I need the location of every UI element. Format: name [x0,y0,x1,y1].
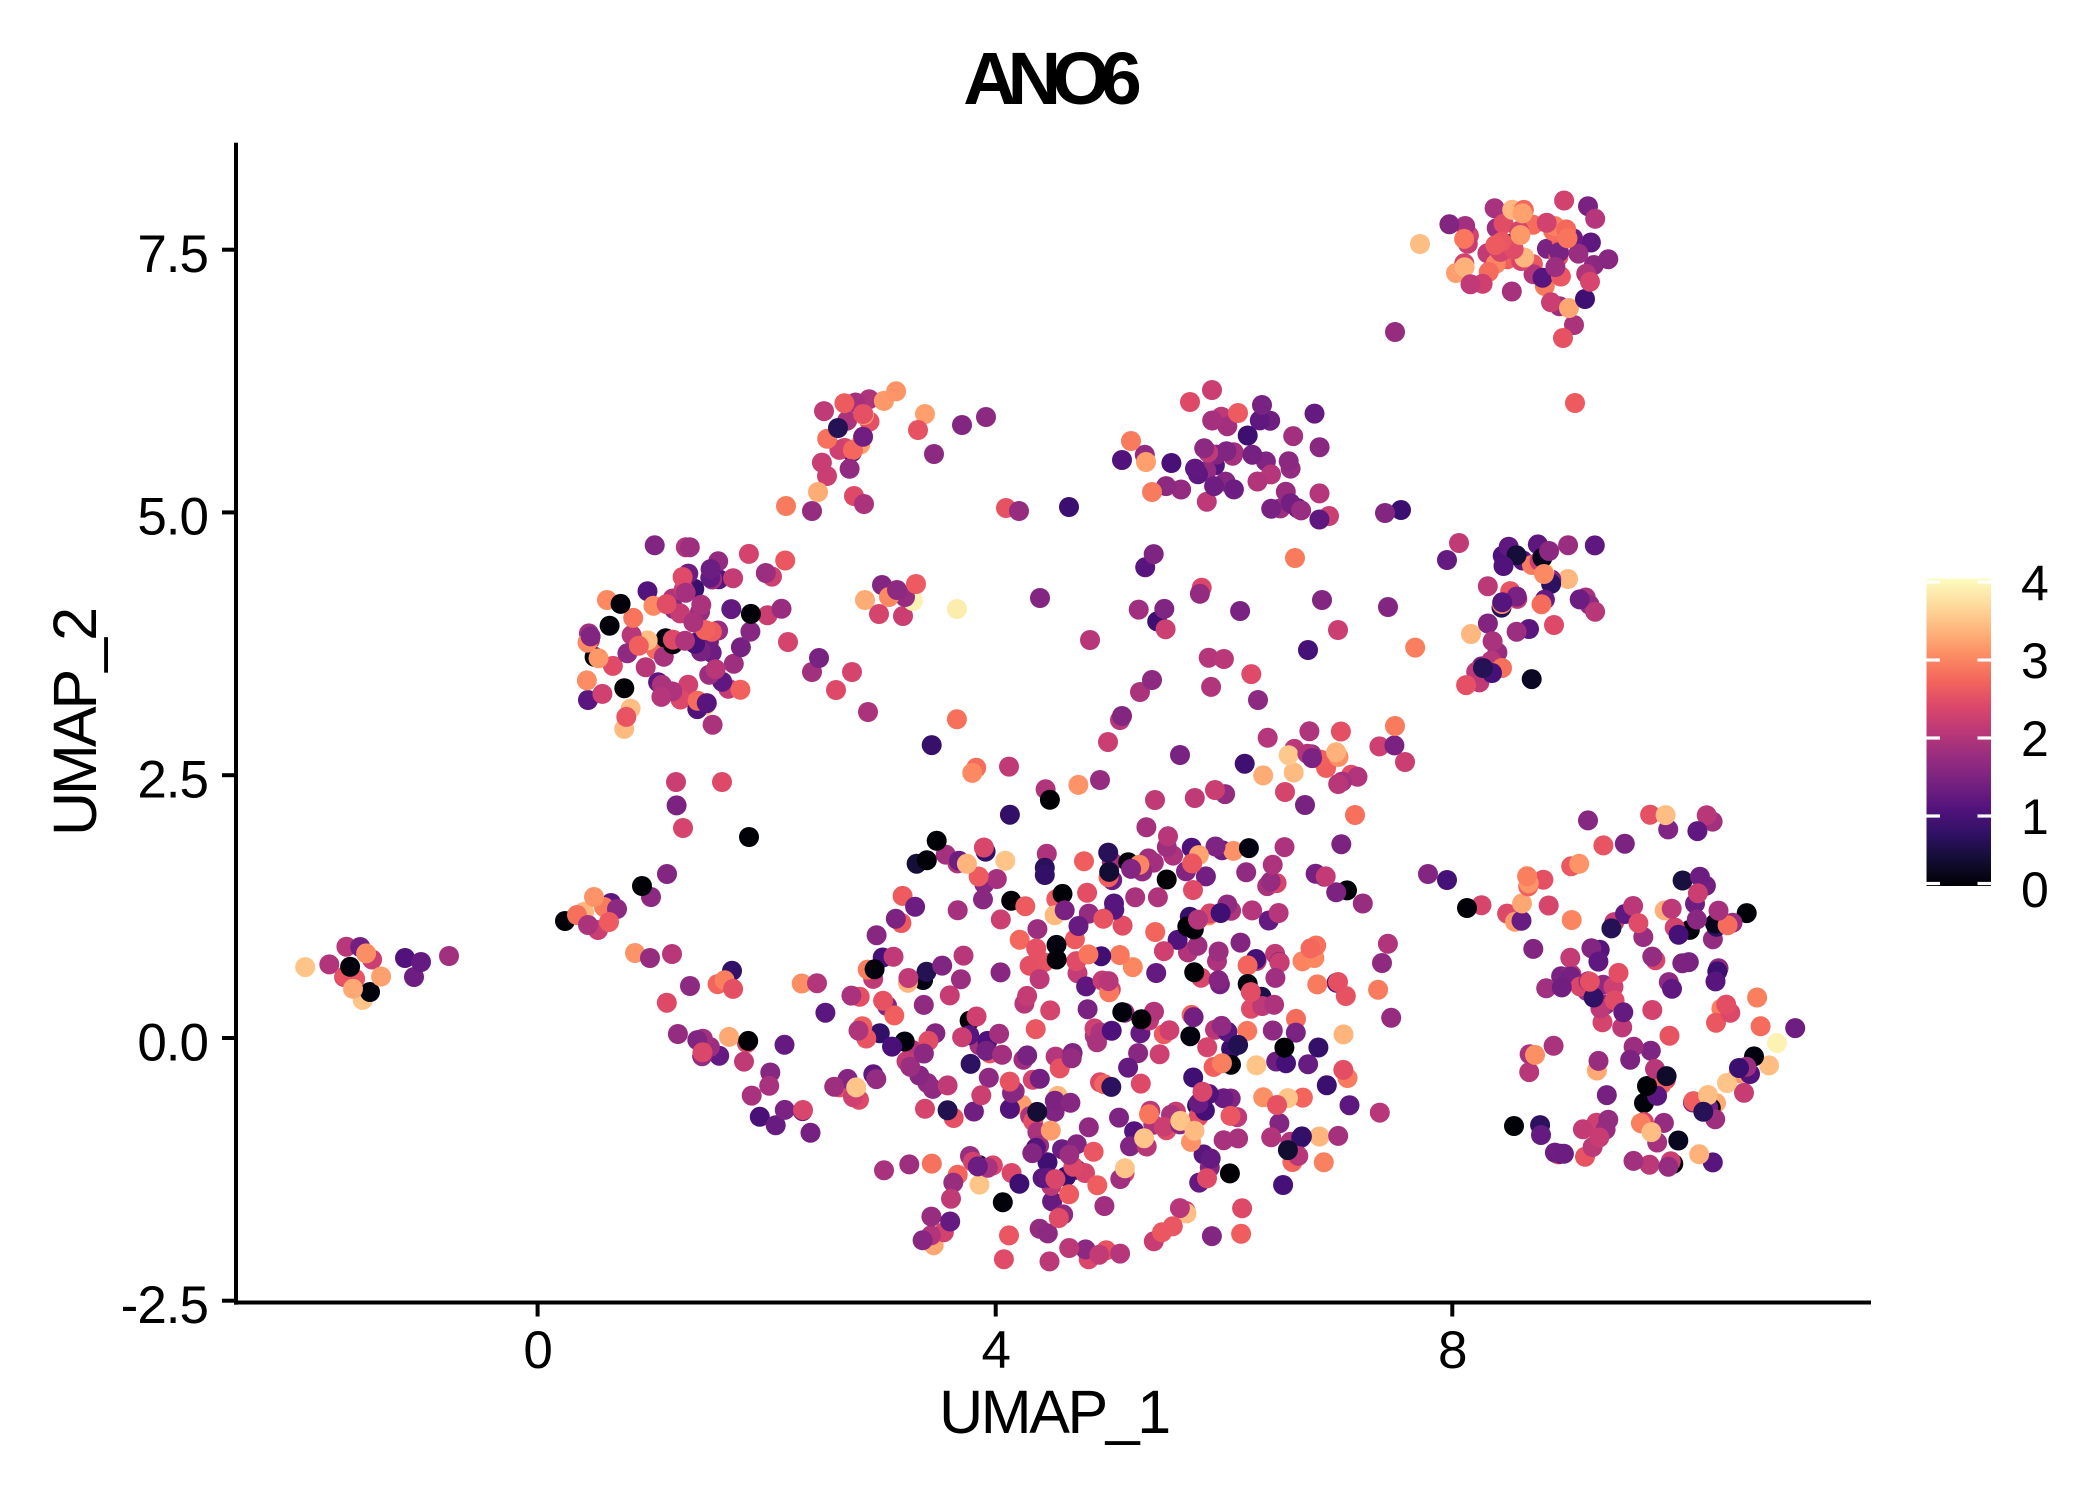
svg-text:3: 3 [2021,633,2049,689]
svg-text:4: 4 [981,1321,1009,1380]
svg-text:7.5: 7.5 [137,225,208,284]
svg-text:2.5: 2.5 [137,751,208,810]
svg-text:-2.5: -2.5 [121,1276,208,1335]
svg-text:5.0: 5.0 [137,488,208,547]
svg-text:1: 1 [2021,789,2049,845]
svg-text:0: 0 [2021,862,2049,918]
svg-text:UMAP_2: UMAP_2 [41,610,109,836]
svg-text:8: 8 [1438,1321,1466,1380]
svg-text:0: 0 [523,1321,551,1380]
svg-text:UMAP_1: UMAP_1 [939,1378,1169,1446]
svg-text:2: 2 [2021,711,2049,767]
svg-text:0.0: 0.0 [137,1013,208,1072]
svg-text:4: 4 [2021,556,2049,612]
svg-text:ANO6: ANO6 [963,37,1139,120]
